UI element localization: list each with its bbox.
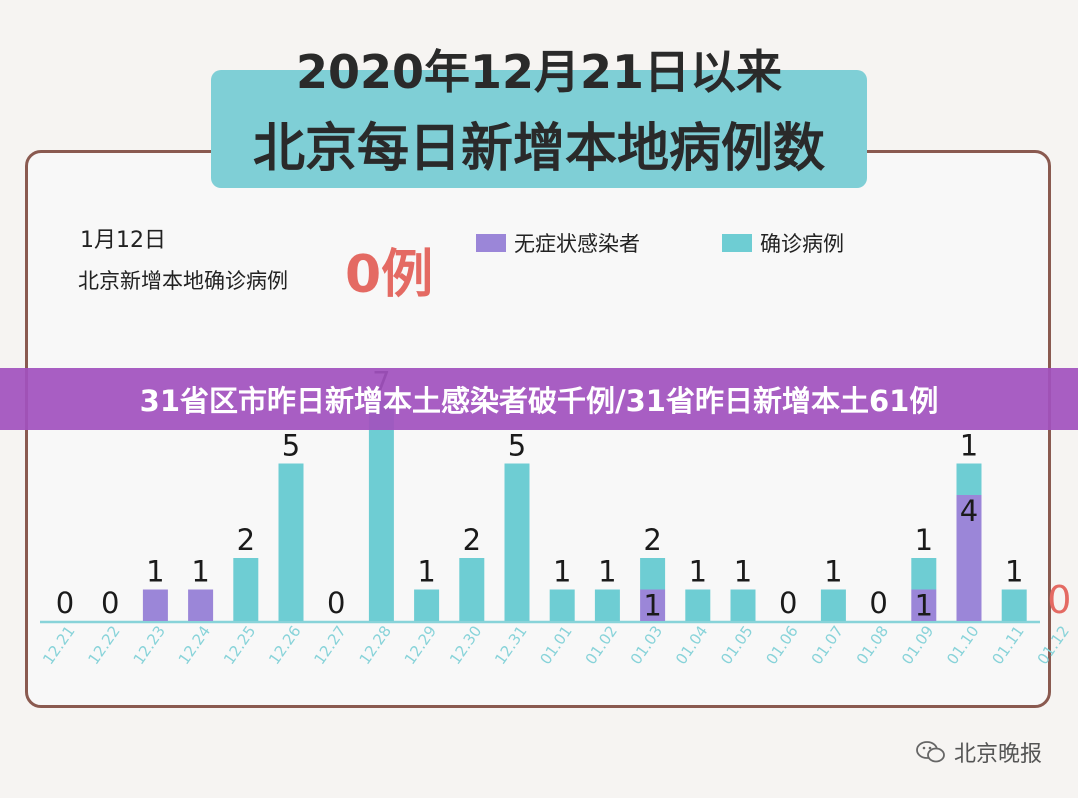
data-label-01.03-lower: 1 [643, 589, 661, 623]
banner-text: 31省区市昨日新增本土感染者破千例/31省昨日新增本土61例 [139, 384, 939, 418]
legend-swatch-confirmed [722, 234, 752, 252]
data-label-01.05: 1 [734, 555, 752, 589]
legend-confirmed: 确诊病例 [722, 228, 844, 258]
data-label-12.21: 0 [56, 586, 74, 620]
data-label-12.26: 5 [282, 429, 300, 463]
bar-confirmed-12.26 [278, 463, 304, 621]
bar-asymptomatic-12.23 [142, 589, 168, 621]
data-label-01.04: 1 [689, 555, 707, 589]
bar-confirmed-01.03 [640, 558, 666, 590]
chart-title: 北京每日新增本地病例数 [252, 119, 825, 179]
x-tick-label-12.25: 12.25 [220, 622, 259, 668]
x-tick-label-12.24: 12.24 [175, 622, 214, 668]
watermark-text: 北京晚报 [953, 742, 1042, 767]
x-tick-label-01.09: 01.09 [898, 622, 937, 668]
wechat-icon [916, 741, 945, 763]
title-box [211, 70, 867, 188]
bar-confirmed-01.09 [911, 558, 937, 590]
x-tick-label-12.26: 12.26 [265, 622, 304, 668]
legend-label-confirmed: 确诊病例 [760, 232, 844, 256]
data-label-12.22: 0 [101, 586, 119, 620]
data-label-12.29: 1 [417, 555, 435, 589]
x-tick-label-12.27: 12.27 [310, 622, 349, 668]
x-tick-label-12.22: 12.22 [84, 622, 123, 668]
bar-confirmed-01.01 [549, 589, 575, 621]
x-tick-label-12.21: 12.21 [39, 622, 78, 668]
x-tick-label-01.12: 01.12 [1034, 622, 1073, 668]
x-tick-label-12.29: 12.29 [401, 622, 440, 668]
x-tick-label-12.30: 12.30 [446, 622, 485, 668]
title-date-range: 2020年12月21日以来 [295, 45, 783, 99]
legend-asymptomatic: 无症状感染者 [476, 228, 640, 258]
x-tick-label-01.11: 01.11 [988, 622, 1027, 668]
bar-asymptomatic-01.10 [956, 495, 982, 621]
x-tick-label-01.07: 01.07 [808, 622, 847, 668]
bar-asymptomatic-12.24 [188, 589, 214, 621]
data-label-12.25: 2 [237, 523, 255, 557]
data-label-12.23: 1 [146, 555, 164, 589]
bar-confirmed-12.30 [459, 558, 485, 621]
x-tick-label-01.10: 01.10 [943, 622, 982, 668]
legend-label-asymptomatic: 无症状感染者 [514, 232, 640, 256]
x-tick-label-01.01: 01.01 [536, 622, 575, 668]
data-label-01.12: 0 [1047, 578, 1071, 622]
data-label-01.02: 1 [598, 555, 616, 589]
data-label-12.24: 1 [191, 555, 209, 589]
data-label-01.10-lower: 4 [960, 494, 978, 528]
data-label-01.09-lower: 1 [915, 589, 933, 623]
summary-date: 1月12日 [80, 228, 166, 253]
bar-confirmed-01.04 [685, 589, 711, 621]
legend-swatch-asymptomatic [476, 234, 506, 252]
bar-asymptomatic-01.03 [640, 589, 666, 621]
data-label-12.31: 5 [508, 429, 526, 463]
data-label-01.11: 1 [1005, 555, 1023, 589]
x-tick-label-12.28: 12.28 [356, 622, 395, 668]
x-tick-label-12.31: 12.31 [491, 622, 530, 668]
x-tick-label-01.02: 01.02 [582, 622, 621, 668]
data-label-01.07: 1 [824, 555, 842, 589]
bar-confirmed-12.28 [368, 400, 394, 621]
data-label-01.06: 0 [779, 586, 797, 620]
data-label-01.09-upper: 1 [915, 523, 933, 557]
bar-confirmed-12.31 [504, 463, 530, 621]
bar-asymptomatic-01.09 [911, 589, 937, 621]
bar-confirmed-01.10 [956, 463, 982, 495]
watermark: 北京晚报 [916, 736, 1042, 768]
summary-count: 0例 [345, 245, 434, 305]
x-tick-label-12.23: 12.23 [130, 622, 169, 668]
data-label-01.08: 0 [869, 586, 887, 620]
data-label-01.03-upper: 2 [643, 523, 661, 557]
data-label-01.10-upper: 1 [960, 429, 978, 463]
x-tick-label-01.06: 01.06 [762, 622, 801, 668]
x-tick-label-01.05: 01.05 [717, 622, 756, 668]
data-label-12.30: 2 [463, 523, 481, 557]
bar-confirmed-01.02 [594, 589, 620, 621]
data-label-01.01: 1 [553, 555, 571, 589]
bar-confirmed-12.25 [233, 558, 259, 621]
news-banner[interactable]: 31省区市昨日新增本土感染者破千例/31省昨日新增本土61例 [0, 368, 1078, 430]
x-tick-label-01.03: 01.03 [627, 622, 666, 668]
bar-confirmed-01.05 [730, 589, 756, 621]
data-label-12.27: 0 [327, 586, 345, 620]
x-tick-label-01.08: 01.08 [853, 622, 892, 668]
bar-confirmed-01.11 [1001, 589, 1027, 621]
x-tick-label-01.04: 01.04 [672, 622, 711, 668]
bar-confirmed-12.29 [414, 589, 440, 621]
summary-label: 北京新增本地确诊病例 [78, 269, 288, 293]
bar-confirmed-01.07 [820, 589, 846, 621]
